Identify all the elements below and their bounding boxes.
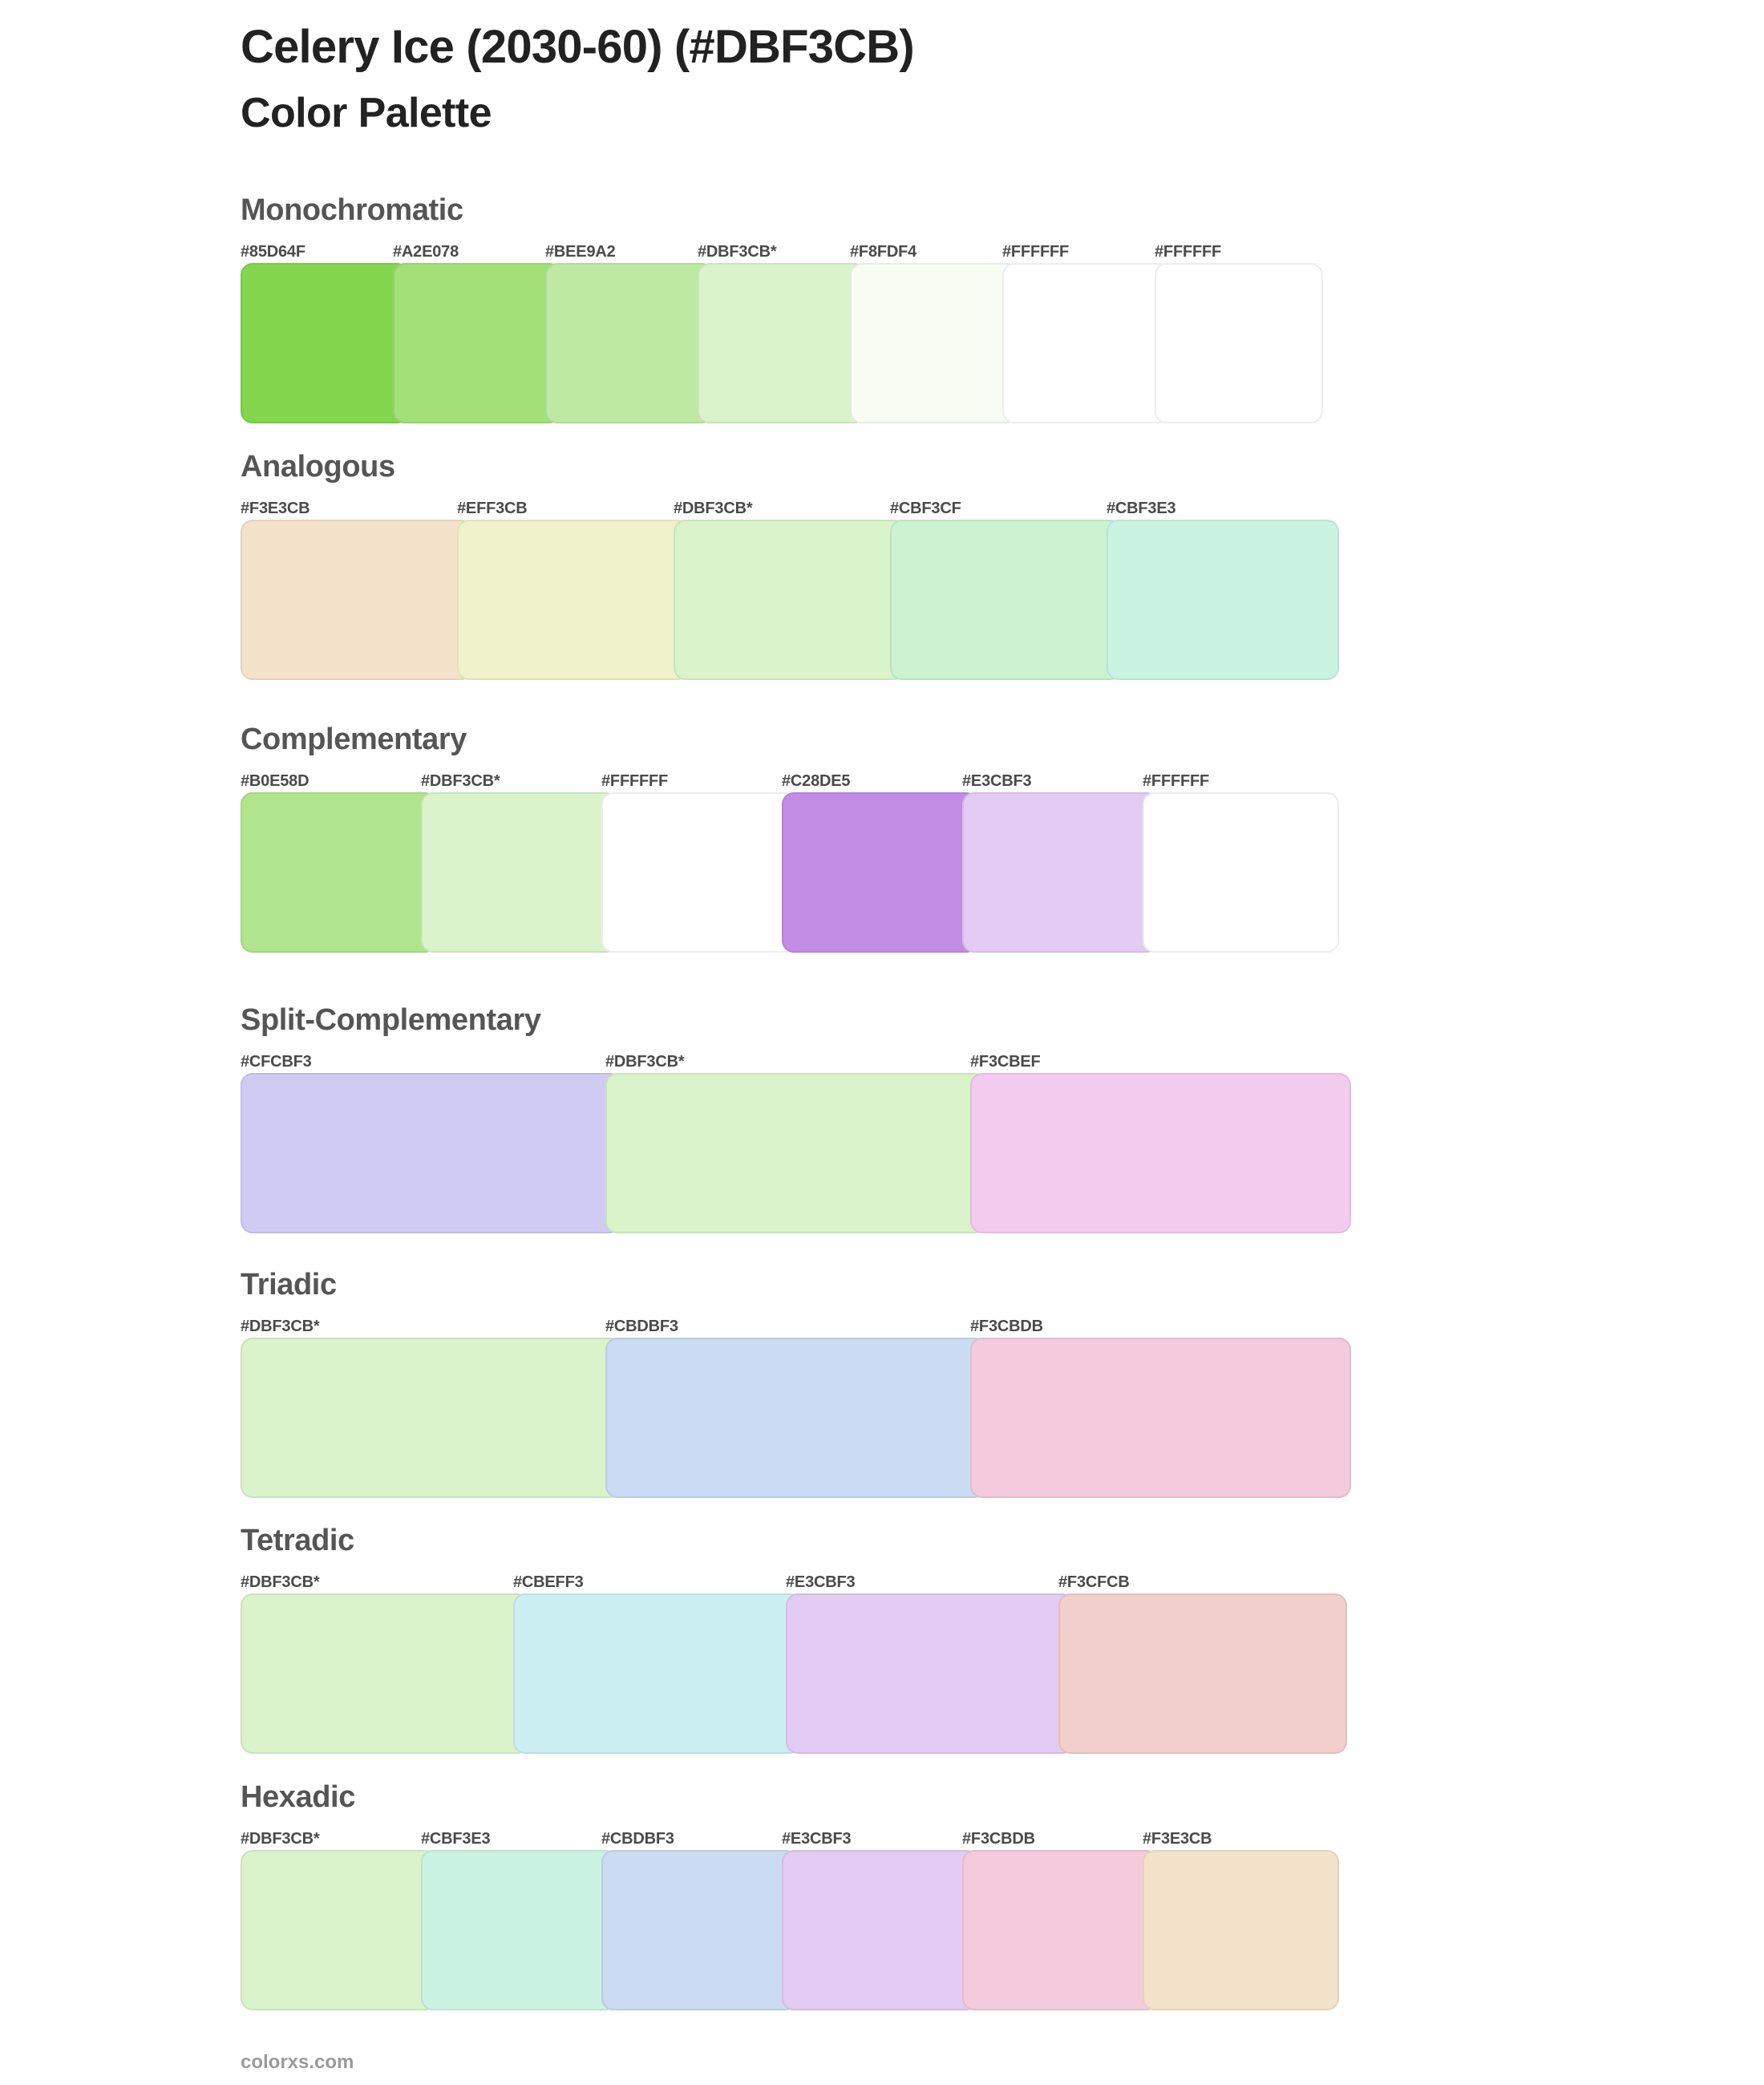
swatch-hex-label: #E3CBF3 (782, 1830, 852, 1848)
page-title: Celery Ice (2030-60) (#DBF3CB) (241, 21, 915, 73)
swatch-row: #DBF3CB* #CBDBF3 #F3CBDB (241, 1318, 1351, 1498)
color-swatch-tetradic-3[interactable]: #E3CBF3 (786, 1574, 1074, 1754)
color-swatch-monochromatic-7[interactable]: #FFFFFF (1155, 244, 1323, 423)
color-swatch-hexadic-2[interactable]: #CBF3E3 (421, 1831, 617, 2010)
color-swatch-tetradic-2[interactable]: #CBEFF3 (513, 1574, 802, 1754)
section-heading-tetradic: Tetradic (241, 1524, 354, 1557)
swatch-row: #DBF3CB* #CBF3E3 #CBDBF3 #E3CBF3 #F3CBDB… (241, 1831, 1339, 2010)
swatch-hex-label: #C28DE5 (782, 772, 851, 790)
swatch-hex-label: #CFCBF3 (241, 1053, 312, 1071)
color-swatch-complementary-5[interactable]: #E3CBF3 (962, 773, 1159, 953)
color-swatch-split-complementary-1[interactable]: #CFCBF3 (241, 1054, 621, 1233)
swatch-hex-label: #CBF3CF (890, 500, 961, 517)
swatch-hex-label: #A2E078 (393, 243, 459, 261)
swatch-hex-label: #F3CBEF (970, 1053, 1041, 1071)
section-heading-complementary: Complementary (241, 723, 467, 756)
color-swatch-monochromatic-4[interactable]: #DBF3CB* (698, 244, 866, 423)
swatch-hex-label: #DBF3CB* (241, 1830, 320, 1848)
swatch-row: #B0E58D #DBF3CB* #FFFFFF #C28DE5 #E3CBF3… (241, 773, 1339, 953)
swatch-hex-label: #E3CBF3 (786, 1573, 856, 1591)
color-swatch-monochromatic-5[interactable]: #F8FDF4 (850, 244, 1018, 423)
color-swatch-hexadic-1[interactable]: #DBF3CB* (241, 1831, 437, 2010)
color-swatch-complementary-6[interactable]: #FFFFFF (1143, 773, 1339, 953)
color-swatch-hexadic-3[interactable]: #CBDBF3 (601, 1831, 798, 2010)
swatch-hex-label: #B0E58D (241, 772, 310, 790)
color-swatch-triadic-2[interactable]: #CBDBF3 (605, 1318, 986, 1498)
swatch-hex-label: #E3CBF3 (962, 772, 1032, 790)
color-swatch-hexadic-5[interactable]: #F3CBDB (962, 1831, 1159, 2010)
color-swatch-hexadic-6[interactable]: #F3E3CB (1143, 1831, 1339, 2010)
color-swatch-split-complementary-3[interactable]: #F3CBEF (970, 1054, 1351, 1233)
swatch-row: #F3E3CB #EFF3CB #DBF3CB* #CBF3CF #CBF3E3 (241, 500, 1339, 680)
section-heading-analogous: Analogous (241, 450, 395, 484)
swatch-hex-label: #85D64F (241, 243, 305, 261)
swatch-hex-label: #CBEFF3 (513, 1573, 584, 1591)
swatch-hex-label: #CBDBF3 (605, 1318, 678, 1335)
section-heading-triadic: Triadic (241, 1268, 337, 1302)
swatch-hex-label: #BEE9A2 (545, 243, 616, 261)
footer-site-link[interactable]: colorxs.com (241, 2051, 354, 2073)
color-swatch-hexadic-4[interactable]: #E3CBF3 (782, 1831, 978, 2010)
swatch-hex-label: #FFFFFF (601, 772, 669, 790)
color-swatch-complementary-4[interactable]: #C28DE5 (782, 773, 978, 953)
swatch-hex-label: #F3E3CB (1143, 1830, 1212, 1848)
swatch-row: #85D64F #A2E078 #BEE9A2 #DBF3CB* #F8FDF4… (241, 244, 1323, 423)
page-subtitle: Color Palette (241, 90, 492, 136)
color-swatch-tetradic-1[interactable]: #DBF3CB* (241, 1574, 529, 1754)
section-heading-hexadic: Hexadic (241, 1780, 355, 1814)
section-heading-split-complementary: Split-Complementary (241, 1003, 541, 1037)
color-swatch-tetradic-4[interactable]: #F3CFCB (1058, 1574, 1347, 1754)
swatch-hex-label: #FFFFFF (1155, 243, 1222, 261)
swatch-hex-label: #CBDBF3 (601, 1830, 674, 1848)
swatch-hex-label: #F3E3CB (241, 500, 310, 517)
swatch-hex-label: #F3CBDB (962, 1830, 1035, 1848)
color-swatch-split-complementary-2[interactable]: #DBF3CB* (605, 1054, 986, 1233)
color-swatch-analogous-4[interactable]: #CBF3CF (890, 500, 1123, 680)
swatch-hex-label: #DBF3CB* (421, 772, 500, 790)
swatch-hex-label: #F8FDF4 (850, 243, 917, 261)
swatch-hex-label: #DBF3CB* (674, 500, 753, 517)
swatch-hex-label: #CBF3E3 (421, 1830, 491, 1848)
swatch-hex-label: #F3CFCB (1058, 1573, 1130, 1591)
color-swatch-analogous-5[interactable]: #CBF3E3 (1107, 500, 1339, 680)
color-swatch-triadic-3[interactable]: #F3CBDB (970, 1318, 1351, 1498)
color-swatch-complementary-2[interactable]: #DBF3CB* (421, 773, 617, 953)
swatch-row: #CFCBF3 #DBF3CB* #F3CBEF (241, 1054, 1351, 1233)
swatch-hex-label: #F3CBDB (970, 1318, 1043, 1335)
color-swatch-complementary-1[interactable]: #B0E58D (241, 773, 437, 953)
swatch-hex-label: #FFFFFF (1143, 772, 1210, 790)
color-swatch-triadic-1[interactable]: #DBF3CB* (241, 1318, 621, 1498)
color-swatch-complementary-3[interactable]: #FFFFFF (601, 773, 798, 953)
swatch-hex-label: #DBF3CB* (241, 1318, 320, 1335)
swatch-hex-label: #FFFFFF (1002, 243, 1070, 261)
color-swatch-monochromatic-1[interactable]: #85D64F (241, 244, 409, 423)
swatch-hex-label: #EFF3CB (457, 500, 528, 517)
color-swatch-analogous-2[interactable]: #EFF3CB (457, 500, 690, 680)
swatch-hex-label: #DBF3CB* (241, 1573, 320, 1591)
swatch-hex-label: #DBF3CB* (698, 243, 777, 261)
section-heading-monochromatic: Monochromatic (241, 193, 463, 227)
color-swatch-monochromatic-2[interactable]: #A2E078 (393, 244, 561, 423)
swatch-hex-label: #CBF3E3 (1107, 500, 1176, 517)
color-swatch-monochromatic-3[interactable]: #BEE9A2 (545, 244, 714, 423)
swatch-hex-label: #DBF3CB* (605, 1053, 685, 1071)
swatch-row: #DBF3CB* #CBEFF3 #E3CBF3 #F3CFCB (241, 1574, 1347, 1754)
color-swatch-analogous-1[interactable]: #F3E3CB (241, 500, 473, 680)
color-swatch-analogous-3[interactable]: #DBF3CB* (674, 500, 906, 680)
color-swatch-monochromatic-6[interactable]: #FFFFFF (1002, 244, 1171, 423)
